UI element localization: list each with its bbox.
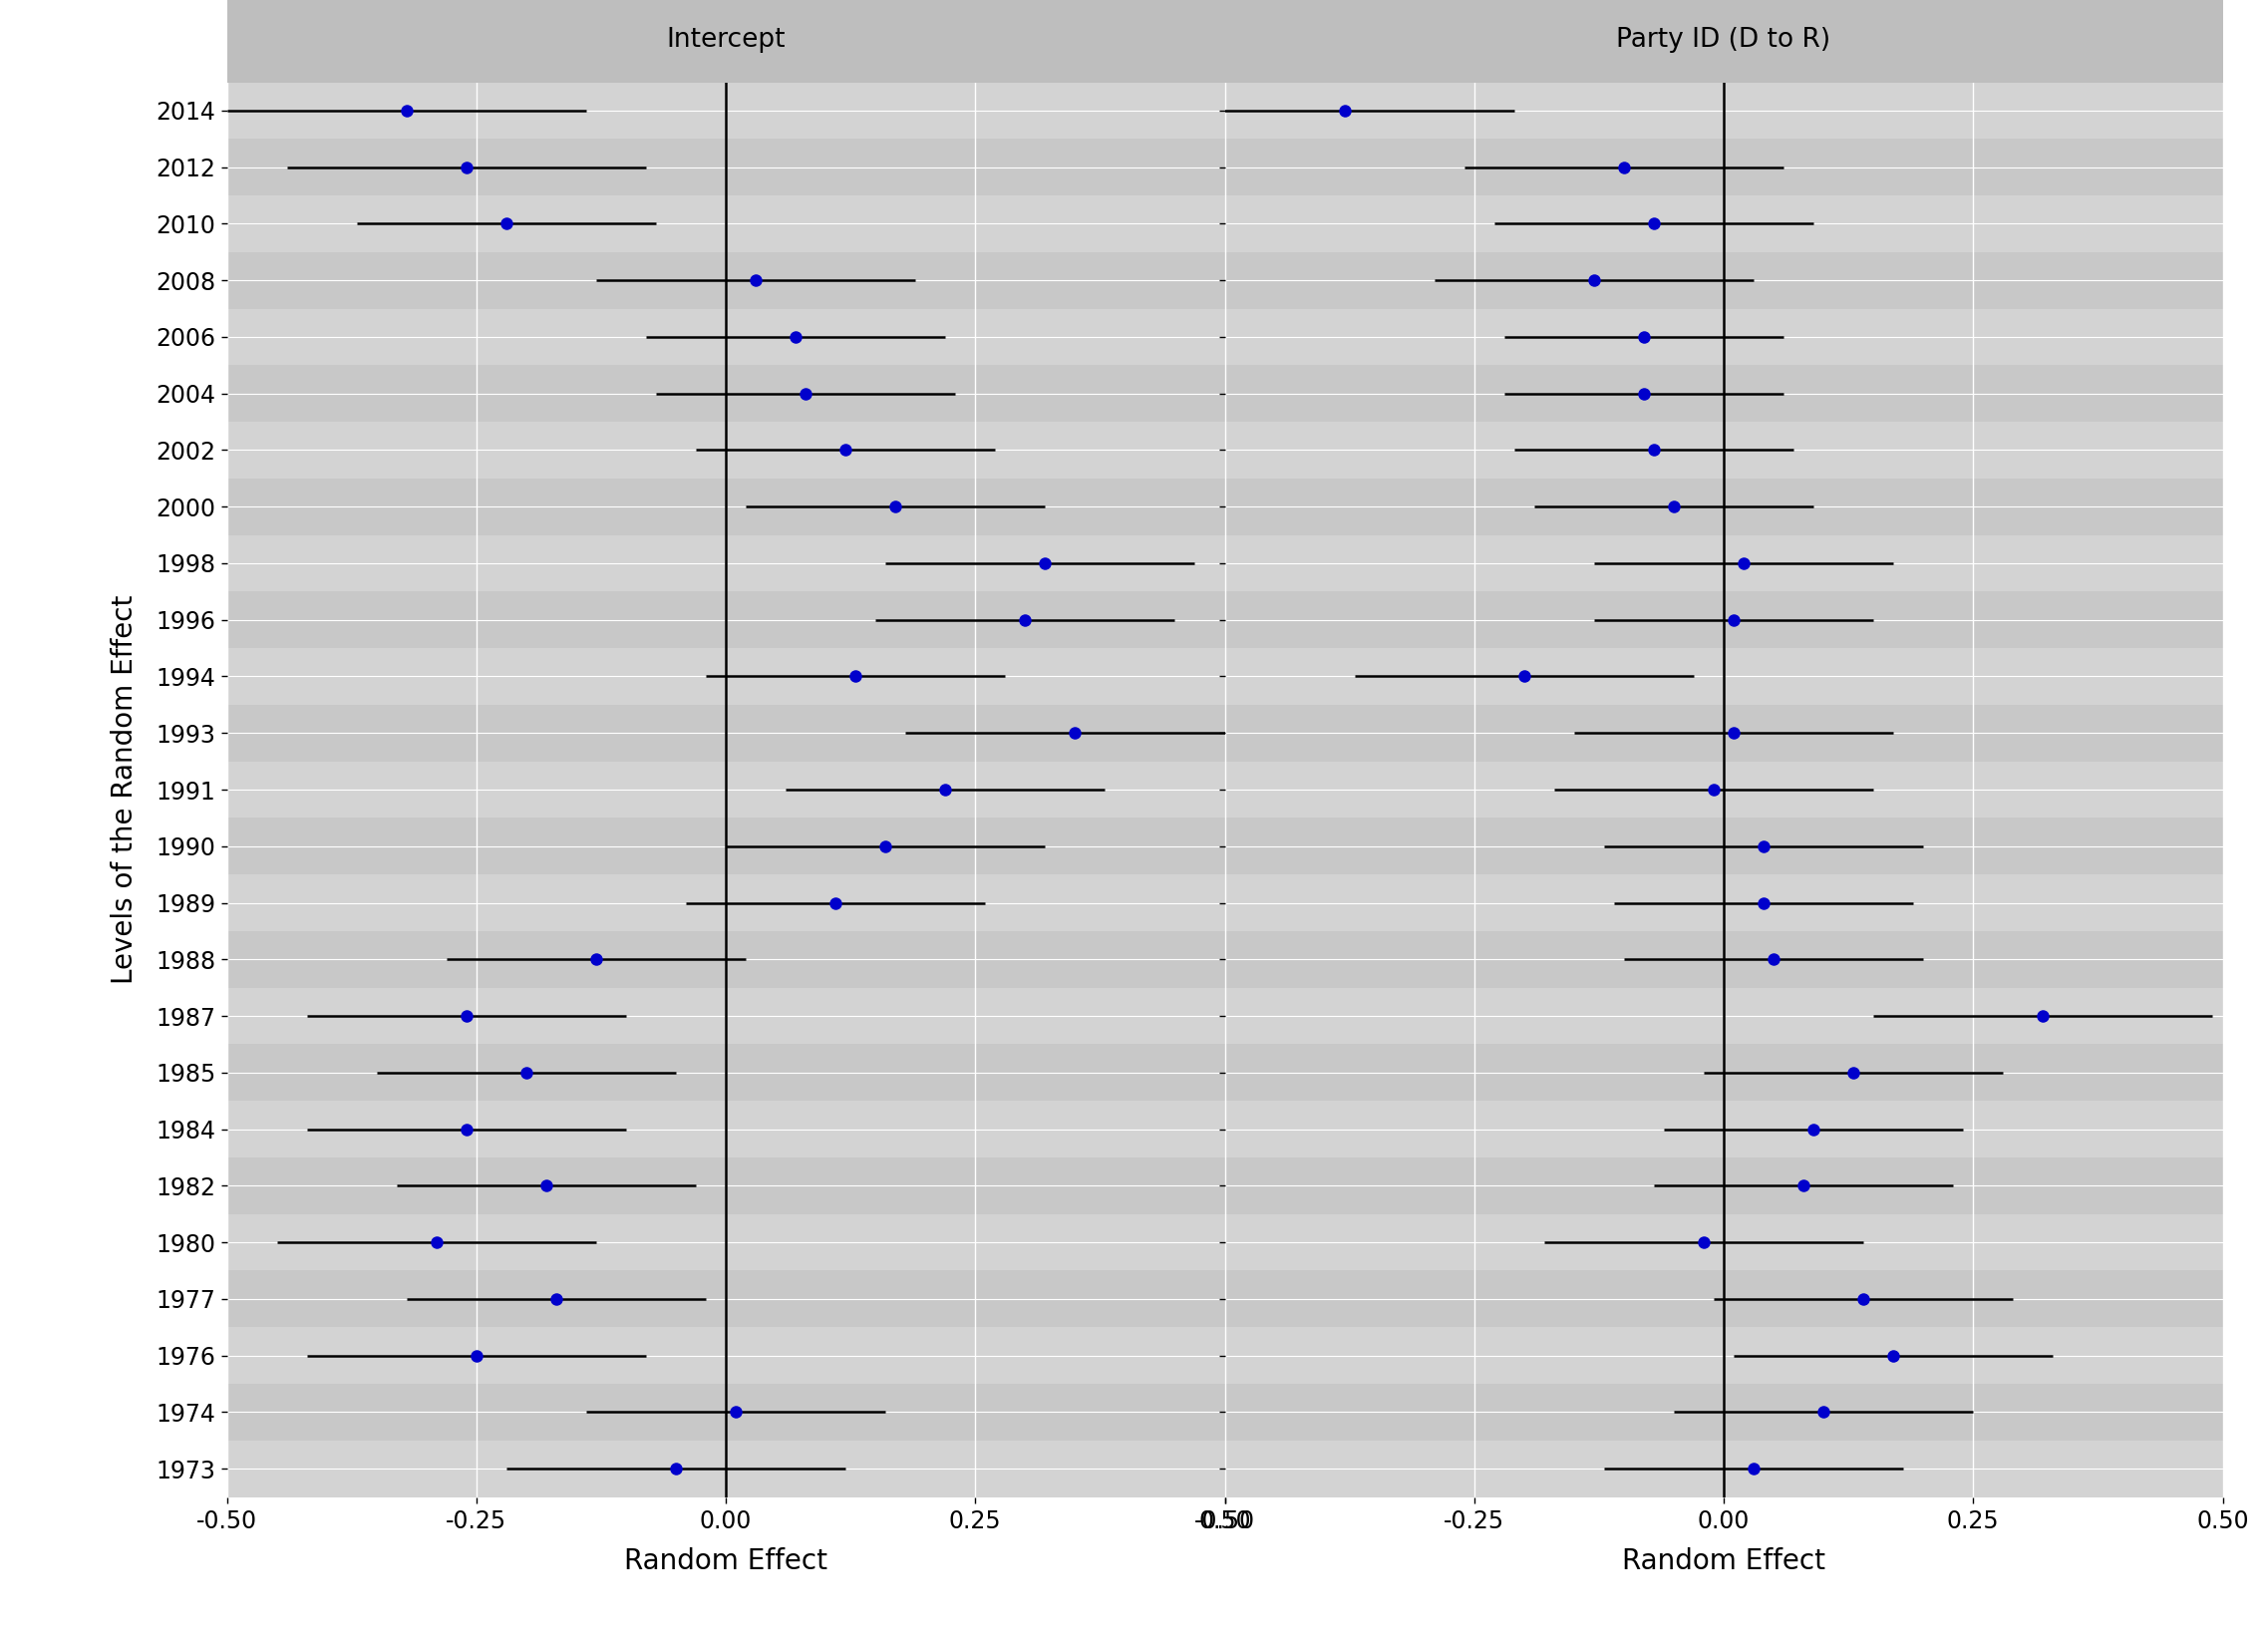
Bar [1225,535,2223,592]
Bar [1225,365,2223,421]
Bar [1225,704,2223,762]
Bar [227,365,1225,421]
Bar [1225,592,2223,648]
Bar [1225,196,2223,252]
Bar [227,82,1225,138]
Bar [227,1158,1225,1214]
X-axis label: Random Effect: Random Effect [624,1548,828,1576]
X-axis label: Random Effect: Random Effect [1622,1548,1826,1576]
Bar [227,479,1225,535]
Bar [227,987,1225,1045]
Bar [227,138,1225,196]
Bar [1225,138,2223,196]
Bar [1225,1214,2223,1270]
Bar [1225,931,2223,987]
Bar [1225,82,2223,138]
Bar [227,762,1225,818]
Bar [227,1045,1225,1101]
Bar [227,1328,1225,1383]
Bar [1225,1101,2223,1158]
Bar [227,1383,1225,1441]
Bar [227,818,1225,875]
Bar [1225,818,2223,875]
Bar [1225,762,2223,818]
Bar [1225,1158,2223,1214]
Bar [227,309,1225,365]
Y-axis label: Levels of the Random Effect: Levels of the Random Effect [111,595,138,984]
Bar [227,648,1225,704]
Bar [227,875,1225,931]
Bar [227,421,1225,479]
Bar [227,196,1225,252]
Bar [227,1214,1225,1270]
Text: Intercept: Intercept [667,26,785,53]
Bar [227,535,1225,592]
Bar [227,252,1225,309]
Bar [227,592,1225,648]
Bar [227,1101,1225,1158]
FancyBboxPatch shape [227,0,1225,82]
Bar [1225,479,2223,535]
Text: Party ID (D to R): Party ID (D to R) [1617,26,1830,53]
Bar [1225,1328,2223,1383]
Bar [1225,875,2223,931]
Bar [227,704,1225,762]
Bar [1225,987,2223,1045]
Bar [1225,252,2223,309]
Bar [1225,648,2223,704]
Bar [1225,1270,2223,1328]
Bar [1225,1383,2223,1441]
Bar [1225,421,2223,479]
Bar [227,1441,1225,1497]
FancyBboxPatch shape [1225,0,2223,82]
Bar [1225,1441,2223,1497]
Bar [227,1270,1225,1328]
Bar [227,931,1225,987]
Bar [1225,1045,2223,1101]
Bar [1225,309,2223,365]
